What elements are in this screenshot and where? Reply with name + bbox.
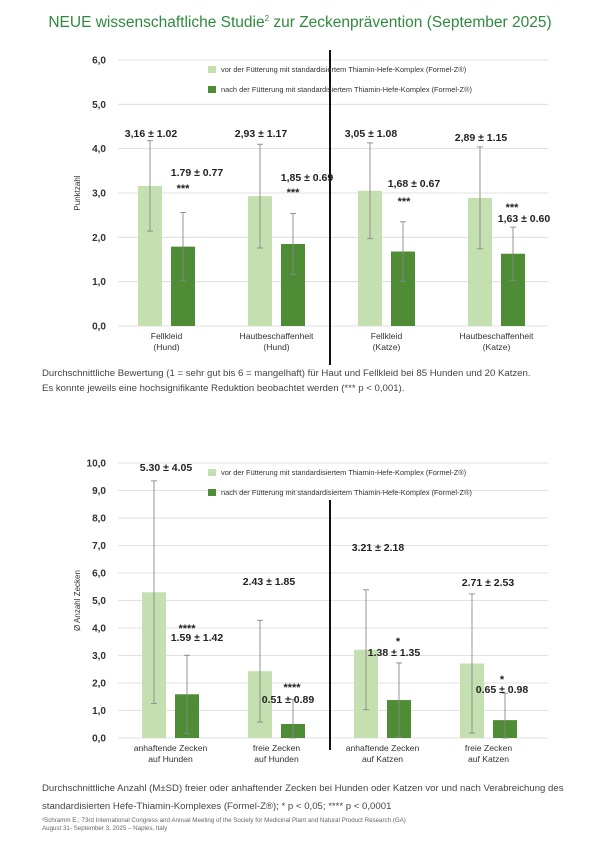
c2-category-label-2: anhaftende Zecken [346,743,420,753]
c1-category-sublabel-1: (Hund) [263,342,289,352]
c1-y-axis-label: Punktzahl [73,175,82,210]
c1-category-label-3: Hautbeschaffenheit [460,331,535,341]
c1-value-label-after-2: 1,68 ± 0.67 [388,178,441,190]
c2-value-label-before-3: 2.71 ± 2.53 [462,577,515,589]
c2-category-sublabel-3: auf Katzen [468,754,509,764]
c1-y-tick-label: 2,0 [92,233,106,244]
c2-category-label-1: freie Zecken [253,743,301,753]
c1-significance-marker-2: *** [398,196,412,208]
c2-value-label-before-2: 3.21 ± 2.18 [352,542,405,554]
c1-y-tick-label: 1,0 [92,277,106,288]
c2-value-label-after-2: 1.38 ± 1.35 [368,647,421,659]
c2-legend-label-before: vor der Fütterung mit standardisiertem T… [221,468,466,477]
c2-category-sublabel-0: auf Hunden [148,754,193,764]
c1-value-label-before-1: 2,93 ± 1.17 [235,128,288,140]
c2-y-tick-label: 0,0 [92,734,106,745]
c1-value-label-before-2: 3,05 ± 1.08 [345,128,398,140]
c1-category-sublabel-3: (Katze) [483,342,511,352]
chart2-caption-line2: standardisierten Hefe-Thiamin-Komplexes … [42,801,392,812]
c1-legend-swatch-after [208,86,216,93]
c1-y-tick-label: 0,0 [92,322,106,333]
c1-significance-marker-0: *** [177,183,191,195]
c1-category-sublabel-2: (Katze) [373,342,401,352]
c1-legend-swatch-before [208,66,216,73]
c2-y-tick-label: 8,0 [92,514,106,525]
c1-value-label-after-1: 1,85 ± 0.69 [281,172,334,184]
c1-category-label-1: Hautbeschaffenheit [240,331,315,341]
c2-y-axis-label: Ø Anzahl Zecken [73,570,82,631]
c2-significance-marker-3: * [500,674,505,686]
c2-value-label-before-1: 2.43 ± 1.85 [243,576,296,588]
c2-legend-label-after: nach der Fütterung mit standardisiertem … [221,488,472,497]
c2-y-tick-label: 5,0 [92,596,106,607]
chart2-caption-line1: Durchschnittliche Anzahl (M±SD) freier o… [42,783,564,794]
c2-y-tick-label: 6,0 [92,569,106,580]
c2-value-label-before-0: 5.30 ± 4.05 [140,462,193,474]
c2-y-tick-label: 4,0 [92,624,106,635]
chart1-caption-line2: Es konnte jeweils eine hochsignifikante … [42,383,405,394]
c1-y-tick-label: 5,0 [92,100,106,111]
c2-y-tick-label: 10,0 [87,459,107,470]
chart-skin-coat-score: 0,0 1,0 2,0 3,0 4,0 5,0 6,0 Punktzahl 3,16 ± 1.0… [73,50,551,365]
c2-y-tick-label: 7,0 [92,541,106,552]
c1-value-label-before-0: 3,16 ± 1.02 [125,128,178,140]
c1-category-sublabel-0: (Hund) [153,342,179,352]
c2-y-tick-label: 9,0 [92,486,106,497]
page-title: NEUE wissenschaftliche Studie2 zur Zecke… [48,14,552,32]
c2-y-tick-label: 3,0 [92,651,106,662]
c2-legend-swatch-after [208,489,216,496]
c1-y-tick-label: 6,0 [92,56,106,67]
c1-significance-marker-1: *** [287,187,301,199]
footnote-line2: August 31- September 3, 2025 – Naples, I… [42,825,168,832]
footnote: ²Schramm E.; 73rd International Congress… [42,817,406,833]
c1-value-label-after-0: 1.79 ± 0.77 [171,167,224,179]
c2-legend-swatch-before [208,469,216,476]
c1-y-tick-label: 4,0 [92,144,106,155]
footnote-line1: ²Schramm E.; 73rd International Congress… [42,817,406,824]
chart-tick-count: 0,0 1,0 2,0 3,0 4,0 5,0 6,0 7,0 8,0 9,0 10,0 Ø Anza… [73,459,548,764]
c1-value-label-before-3: 2,89 ± 1.15 [455,132,508,144]
chart2-caption: Durchschnittliche Anzahl (M±SD) freier o… [42,780,582,816]
c2-significance-marker-2: * [396,636,401,648]
c2-significance-marker-1: **** [283,682,301,694]
c1-category-label-0: Fellkleid [151,331,183,341]
c2-category-sublabel-1: auf Hunden [254,754,299,764]
c2-y-tick-label: 1,0 [92,706,106,717]
c1-y-tick-label: 3,0 [92,189,106,200]
c2-value-label-after-3: 0.65 ± 0.98 [476,684,529,696]
c1-legend-label-before: vor der Fütterung mit standardisiertem T… [221,65,466,74]
c2-significance-marker-0: **** [178,623,196,635]
c2-category-sublabel-2: auf Katzen [362,754,403,764]
c1-category-label-2: Fellkleid [371,331,403,341]
c2-value-label-after-0: 1.59 ± 1.42 [171,632,224,644]
c2-y-tick-label: 2,0 [92,679,106,690]
c2-category-label-0: anhaftende Zecken [134,743,208,753]
c2-category-label-3: freie Zecken [465,743,513,753]
c1-legend-label-after: nach der Fütterung mit standardisiertem … [221,85,472,94]
c1-value-label-after-3: 1,63 ± 0.60 [498,213,551,225]
chart1-caption: Durchschnittliche Bewertung (1 = sehr gu… [42,366,582,396]
chart1-caption-line1: Durchschnittliche Bewertung (1 = sehr gu… [42,368,531,379]
c1-significance-marker-3: *** [506,202,520,214]
c2-value-label-after-1: 0.51 ± 0.89 [262,694,315,706]
